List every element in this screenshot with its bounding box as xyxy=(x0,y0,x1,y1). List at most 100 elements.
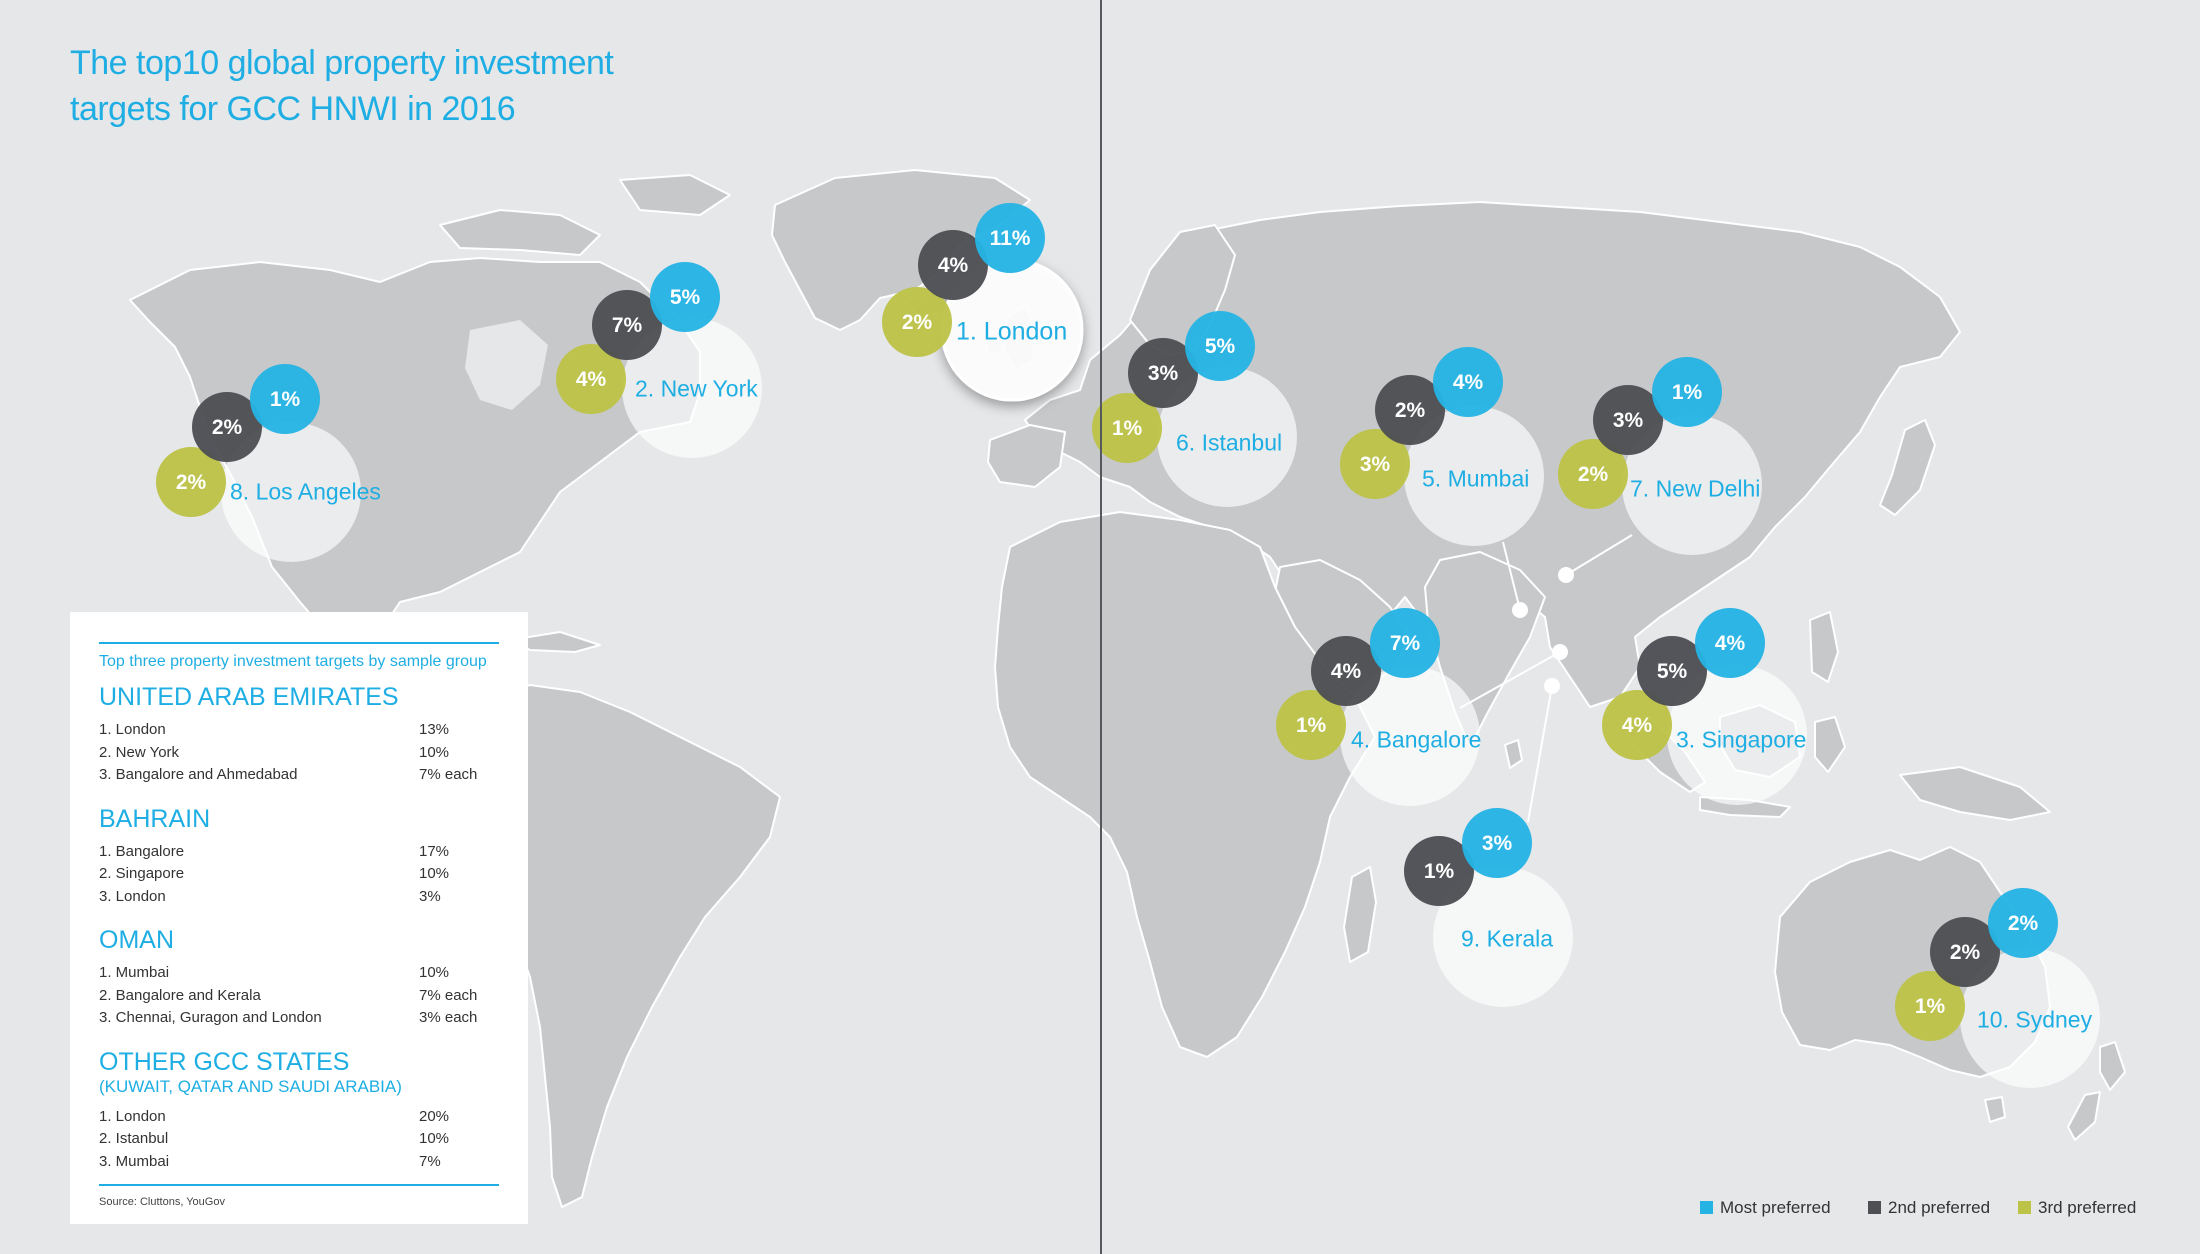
city-group: 4% 5% 4% xyxy=(1602,608,1807,805)
bubble-second xyxy=(1128,338,1198,408)
bubble-most xyxy=(1988,888,2058,958)
group-row: 3. Bangalore and Ahmedabad 7% each xyxy=(99,766,499,789)
legend-item-second: 2nd preferred xyxy=(1868,1198,1990,1218)
group-row: 3. Chennai, Guragon and London 3% each xyxy=(99,1009,499,1032)
row-share: 13% xyxy=(419,721,450,738)
bubble-value-third: 1% xyxy=(1296,714,1327,737)
row-city: 2. New York xyxy=(99,743,180,761)
group-name: OMAN xyxy=(99,926,174,954)
bubble-value-second: 4% xyxy=(1331,660,1362,683)
bubble-third xyxy=(1895,971,1965,1041)
row-share: 7% each xyxy=(419,766,478,783)
bubble-most xyxy=(250,364,320,434)
bubble-second xyxy=(1637,636,1707,706)
connector-dot xyxy=(1552,644,1568,660)
bubble-value-second: 2% xyxy=(212,416,243,439)
group-row: 2. Istanbul 10% xyxy=(99,1130,499,1153)
bubble-value-most: 7% xyxy=(1390,632,1421,655)
bubble-third xyxy=(882,287,952,357)
bubble-second xyxy=(1930,917,2000,987)
bubble-second xyxy=(192,392,262,462)
row-city: 1. Bangalore xyxy=(99,842,185,860)
city-group: 1% 3% 5% xyxy=(1092,311,1297,507)
city-area-circle xyxy=(1404,406,1544,546)
sample-group-panel: Top three property investment targets by… xyxy=(70,612,528,1224)
group-name: OTHER GCC STATES xyxy=(99,1047,350,1076)
bubble-second xyxy=(918,230,988,300)
arctic-island-2-shape xyxy=(619,174,731,216)
group-row: 1. London 13% xyxy=(99,721,499,744)
row-city: 1. London xyxy=(99,721,166,738)
bubble-value-most: 5% xyxy=(1205,335,1236,358)
city-label: 6. Istanbul xyxy=(1176,429,1283,456)
connector-dot xyxy=(1512,602,1528,618)
row-city: 3. Mumbai xyxy=(99,1152,170,1170)
bubble-most xyxy=(1370,608,1440,678)
new-zealand-north-shape xyxy=(2099,1041,2126,1091)
group-row: 3. London 3% xyxy=(99,888,499,911)
bubble-most xyxy=(1185,311,1255,381)
panel-top-rule xyxy=(99,642,499,644)
connector-dot xyxy=(1544,678,1560,694)
sample-group: BAHRAIN 1. Bangalore 17% 2. Singapore 10% 3. … xyxy=(99,805,499,911)
source-note: Source: Cluttons, YouGov xyxy=(99,1196,225,1208)
legend-swatch-second xyxy=(1868,1201,1881,1214)
page-spine xyxy=(1100,0,1102,1254)
city-bubbles: 2%4%11% 4% 7% 5% 4%5%4% 1% 4% 7% 3% 2% 4% 1%3%5% 2% 3… xyxy=(156,203,2100,1088)
bubble-second xyxy=(1311,636,1381,706)
legend-swatch-most xyxy=(1700,1201,1713,1214)
row-share: 3% each xyxy=(419,1009,478,1026)
connector-line xyxy=(1565,534,1633,576)
row-city: 1. London xyxy=(99,1107,166,1125)
row-share: 7% each xyxy=(419,986,478,1004)
new-zealand-south-shape xyxy=(2067,1091,2101,1141)
connector-line xyxy=(1502,541,1521,611)
row-share: 7% xyxy=(419,1152,441,1170)
city-group: 4% 7% 5% xyxy=(556,262,762,458)
city-label: 9. Kerala xyxy=(1461,925,1554,952)
bubble-third xyxy=(1092,393,1162,463)
city-area-circle xyxy=(1960,948,2100,1088)
group-row: 1. Bangalore 17% xyxy=(99,843,499,866)
city-group: 2% 4% 11% xyxy=(882,203,1084,402)
bubble-value-third: 3% xyxy=(1360,453,1391,476)
city-area-circle xyxy=(1340,666,1480,806)
bubble-value-most: 3% xyxy=(1482,832,1513,855)
bubble-most xyxy=(975,203,1045,273)
legend-label-second: 2nd preferred xyxy=(1888,1198,1991,1217)
city-area-circle xyxy=(221,422,361,562)
bubble-third xyxy=(1602,690,1672,760)
bubble-most xyxy=(1652,357,1722,427)
city-area-circle xyxy=(622,318,762,458)
group-row: 2. New York 10% xyxy=(99,744,499,767)
city-label: 3. Singapore xyxy=(1676,726,1807,753)
bubble-value-second: 7% xyxy=(612,314,643,337)
hudson-bay-shape xyxy=(465,320,548,410)
row-share: 10% xyxy=(419,865,450,882)
connector-dot xyxy=(1558,567,1574,583)
city-group: 1% 4% 7% xyxy=(1276,608,1480,806)
group-row: 1. Mumbai 10% xyxy=(99,964,499,987)
legend-swatch-third xyxy=(2018,1201,2031,1214)
city-area-circle xyxy=(1433,867,1573,1007)
connectors xyxy=(1459,534,1633,823)
bubble-value-most: 4% xyxy=(1715,632,1746,655)
new-guinea-shape xyxy=(1899,766,2051,821)
group-subtitle: (KUWAIT, QATAR AND SAUDI ARABIA) xyxy=(99,1076,402,1096)
bubble-value-second: 1% xyxy=(1424,860,1455,883)
legend-item-most: Most preferred xyxy=(1700,1198,1831,1218)
sample-group: UNITED ARAB EMIRATES 1. London 13% 2. New Y… xyxy=(99,683,499,789)
title-line-1: The top10 global property investment xyxy=(70,44,614,82)
row-share: 3% xyxy=(419,887,441,905)
row-share: 17% xyxy=(419,842,450,860)
panel-heading: Top three property investment targets by… xyxy=(99,653,487,670)
group-row: 1. London 20% xyxy=(99,1108,499,1131)
row-share: 10% xyxy=(419,1130,450,1147)
city-group: 1% 2% 2% xyxy=(1895,888,2100,1088)
bubble-value-third: 4% xyxy=(576,368,607,391)
bubble-value-most: 11% xyxy=(990,227,1031,250)
group-name: UNITED ARAB EMIRATES xyxy=(99,683,399,711)
bubble-value-second: 2% xyxy=(1950,941,1981,964)
city-label: 5. Mumbai xyxy=(1422,465,1530,492)
